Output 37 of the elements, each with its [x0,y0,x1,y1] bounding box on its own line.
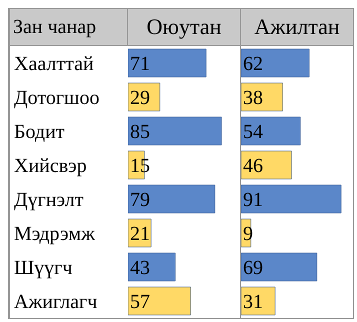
data-label: 62 [243,53,263,76]
y-axis-title: Зан чанар [10,9,128,45]
y-tick-label: Хаалттай [14,53,94,75]
bar [241,48,310,78]
y-tick-label: Дотогшоо [14,87,100,109]
y-tick-label: Шүүгч [14,257,72,279]
data-label: 69 [243,257,263,280]
bar [241,116,301,146]
bar [128,286,191,316]
chart-title: Ажилтан [253,14,341,40]
data-label: 38 [243,87,263,110]
data-label: 91 [243,189,263,212]
y-tick-label: Мэдрэмж [14,223,96,245]
y-tick-label: Дүгнэлт [14,189,84,211]
bar [241,252,318,282]
bar [241,184,342,214]
bar [128,48,206,78]
bar [128,116,222,146]
y-tick-label: Ажиглагч [14,291,98,313]
y-tick-label: Хийсвэр [14,155,87,177]
data-label: 85 [130,121,150,144]
y-tick-label: Бодит [14,121,65,143]
data-label: 43 [130,257,150,280]
data-label: 54 [243,121,263,144]
data-label: 57 [130,291,150,314]
bar [241,82,284,112]
bar [241,286,276,316]
data-label: 31 [243,291,263,314]
bar [241,150,292,180]
data-label: 21 [130,223,150,246]
data-label: 79 [130,189,150,212]
data-label: 46 [243,155,263,178]
bar [128,184,216,214]
data-label: 29 [130,87,150,110]
data-label: 71 [130,53,150,76]
bar [128,252,176,282]
chart-title: Оюутан [146,14,222,40]
